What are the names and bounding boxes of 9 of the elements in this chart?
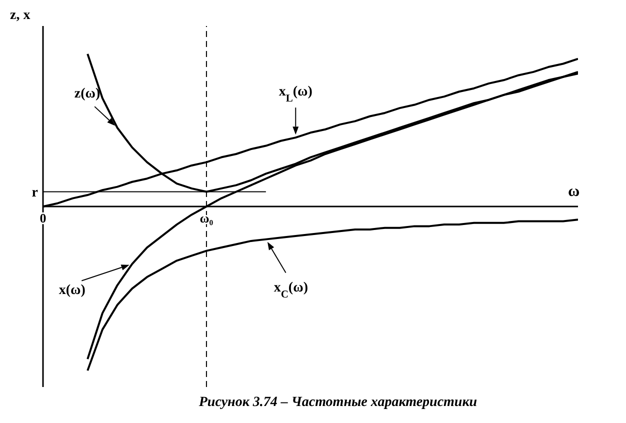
ref-line-label: r — [32, 186, 38, 201]
series-label: x$_{L}$(ω) — [278, 84, 313, 104]
x-tick-label: ω₀ — [200, 210, 214, 226]
series-label: z(ω) — [74, 86, 101, 102]
y-axis-title: z, x — [10, 8, 30, 24]
x-axis-title: ω — [568, 182, 580, 200]
text: Рисунок 3.74 – Частотные характеристики — [198, 395, 478, 411]
legend-label: x$_{C}$(ω) — [274, 280, 308, 300]
series-label: x(ω) — [58, 282, 86, 298]
